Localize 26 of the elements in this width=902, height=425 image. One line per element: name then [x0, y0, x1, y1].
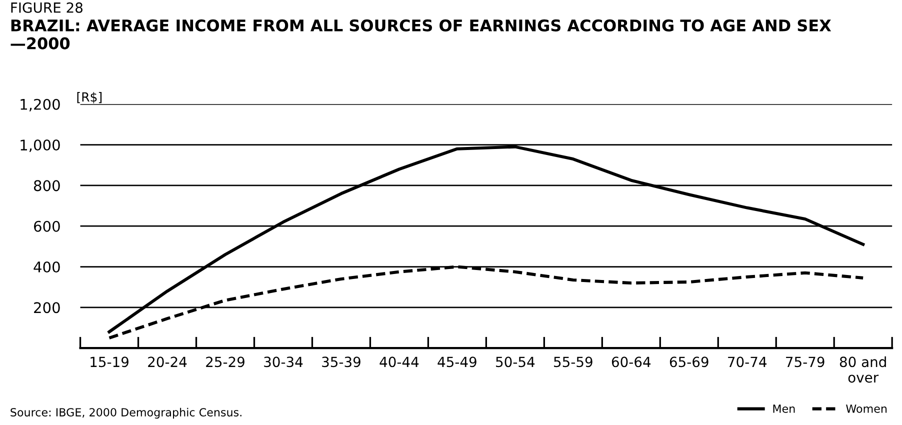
caption: FIGURE 28 — [11, 2, 82, 13]
source-note: Source: IBGE, 2000 Demographic Census. — [10, 408, 242, 419]
x-tick-label: 70-74 — [728, 356, 767, 368]
x-tick-label: 75-79 — [786, 356, 824, 368]
x-tick-label: 80 and over — [840, 356, 886, 383]
x-tick-label: 65-69 — [670, 356, 708, 368]
legend-label: Men — [773, 404, 795, 413]
x-tick-label: 25-29 — [206, 356, 244, 368]
x-tick-label: 30-34 — [264, 356, 303, 368]
x-tick-label: 50-54 — [496, 356, 535, 368]
y-tick-label: 600 — [34, 220, 60, 232]
x-tick-label: 15-19 — [90, 356, 128, 368]
y-tick-label: 800 — [34, 180, 60, 192]
x-tick-label: 45-49 — [438, 356, 476, 368]
y-tick-label: 1,200 — [20, 98, 60, 112]
x-tick-label: 55-59 — [554, 356, 592, 368]
y-tick-label: 400 — [34, 261, 60, 273]
x-tick-label: 60-64 — [612, 356, 651, 368]
x-tick-label: 35-39 — [322, 356, 360, 368]
y-tick-label: 200 — [34, 302, 60, 314]
chart-title: BRAZIL: AVERAGE INCOME FROM ALL SOURCES OF EARNINGS ACCORDING TO AGE AND SEX —2000 — [10, 19, 832, 50]
x-tick-label: 40-44 — [380, 356, 419, 368]
x-tick-label: 20-24 — [148, 356, 187, 368]
y-tick-label: 1,000 — [20, 140, 60, 152]
y-axis-title: [R$] — [77, 92, 102, 104]
legend-label: Women — [846, 404, 887, 413]
